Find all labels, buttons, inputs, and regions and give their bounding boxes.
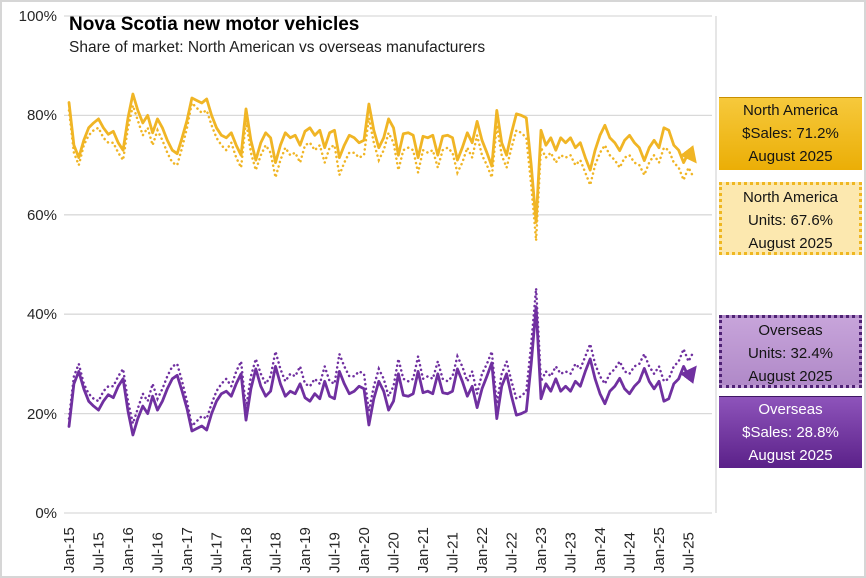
x-axis-tick: Jan-22 bbox=[474, 527, 491, 573]
x-axis-tick: Jan-19 bbox=[297, 527, 314, 573]
y-axis-tick-0: 0% bbox=[35, 505, 57, 522]
legend-overseas-units: Overseas Units: 32.4% August 2025 bbox=[719, 315, 862, 388]
chart-subtitle: Share of market: North American vs overs… bbox=[69, 39, 486, 56]
y-axis-tick-40: 40% bbox=[26, 306, 57, 323]
x-axis-tick: Jan-21 bbox=[415, 527, 432, 573]
legend-value: Units: 67.6% bbox=[747, 212, 834, 229]
series-line-overseas-units bbox=[67, 288, 695, 429]
x-axis-tick: Jul-18 bbox=[268, 532, 285, 573]
x-axis-tick: Jul-16 bbox=[150, 532, 167, 573]
series-line-north-america-units bbox=[67, 100, 695, 241]
legend-date: August 2025 bbox=[748, 235, 833, 252]
legend-value: $Sales: 28.8% bbox=[742, 424, 839, 441]
x-axis-tick: Jul-22 bbox=[504, 532, 521, 573]
x-axis-tick: Jan-25 bbox=[651, 527, 668, 573]
x-axis-tick: Jul-24 bbox=[622, 532, 639, 573]
legend-date: August 2025 bbox=[748, 148, 833, 165]
legend-north-america-sales: North America $Sales: 71.2% August 2025 bbox=[719, 97, 862, 170]
legend-title: Overseas bbox=[758, 401, 823, 418]
x-axis-tick: Jan-24 bbox=[592, 527, 609, 573]
y-axis-tick-60: 60% bbox=[26, 207, 57, 224]
y-axis-tick-100: 100% bbox=[18, 8, 57, 25]
chart-title: Nova Scotia new motor vehicles bbox=[69, 14, 360, 35]
y-axis-tick-20: 20% bbox=[26, 406, 57, 423]
legend-title: North America bbox=[742, 189, 839, 206]
x-axis-tick: Jan-17 bbox=[179, 527, 196, 573]
series-line-overseas-sales bbox=[67, 305, 697, 437]
x-axis-tick: Jul-17 bbox=[209, 532, 226, 573]
x-axis-tick: Jan-18 bbox=[238, 527, 255, 573]
legend-value: Units: 32.4% bbox=[747, 345, 834, 362]
x-axis-tick: Jul-21 bbox=[445, 532, 462, 573]
legend-title: North America bbox=[742, 102, 839, 119]
x-axis-tick: Jul-15 bbox=[91, 532, 108, 573]
x-axis-tick: Jul-20 bbox=[386, 532, 403, 573]
x-axis-tick: Jul-25 bbox=[681, 532, 698, 573]
legend-date: August 2025 bbox=[748, 447, 833, 464]
x-axis-tick: Jan-20 bbox=[356, 527, 373, 573]
legend-north-america-units: North America Units: 67.6% August 2025 bbox=[719, 182, 862, 255]
series-line-north-america-sales bbox=[67, 92, 697, 224]
x-axis-tick: Jul-23 bbox=[563, 532, 580, 573]
x-axis-tick: Jan-16 bbox=[120, 527, 137, 573]
legend-title: Overseas bbox=[758, 322, 823, 339]
legend-value: $Sales: 71.2% bbox=[742, 125, 839, 142]
y-axis-tick-80: 80% bbox=[26, 107, 57, 124]
x-axis-tick: Jan-23 bbox=[533, 527, 550, 573]
x-axis-tick: Jan-15 bbox=[61, 527, 78, 573]
x-axis-tick: Jul-19 bbox=[327, 532, 344, 573]
legend-overseas-sales: Overseas $Sales: 28.8% August 2025 bbox=[719, 396, 862, 468]
legend-date: August 2025 bbox=[748, 368, 833, 385]
